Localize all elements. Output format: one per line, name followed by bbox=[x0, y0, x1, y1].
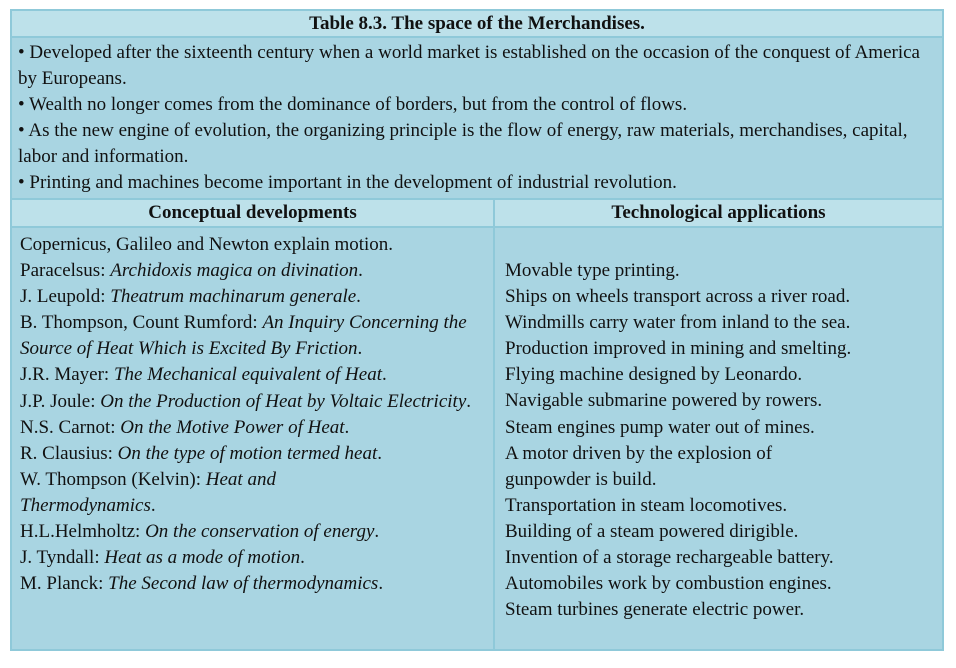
technological-item: Navigable submarine powered by rowers. bbox=[505, 390, 823, 412]
table-title: Table 8.3. The space of the Merchandises… bbox=[12, 11, 942, 38]
conceptual-end: . bbox=[374, 521, 380, 543]
conceptual-work: An Inquiry Concerning the Source of Heat… bbox=[20, 312, 467, 360]
technological-item: Automobiles work by combustion engines. bbox=[505, 573, 832, 595]
conceptual-item: J.P. Joule: On the Production of Heat by… bbox=[20, 389, 480, 415]
conceptual-work: On the type of motion termed heat bbox=[117, 442, 378, 464]
conceptual-author: H.L.Helmholtz: bbox=[20, 521, 146, 543]
conceptual-end: . bbox=[381, 364, 387, 386]
conceptual-end: . bbox=[378, 573, 384, 595]
header-technological: Technological applications bbox=[611, 202, 826, 223]
conceptual-work: Theatrum machinarum generale bbox=[110, 286, 357, 308]
technological-item: Movable type printing. bbox=[505, 260, 680, 281]
conceptual-item: H.L.Helmholtz: On the conservation of en… bbox=[20, 519, 493, 545]
technological-item: Steam engines pump water out of mines. bbox=[505, 416, 815, 438]
conceptual-end: . bbox=[357, 338, 363, 360]
intro-section: • Developed after the sixteenth century … bbox=[12, 38, 942, 200]
intro-bullet: • Wealth no longer comes from the domina… bbox=[18, 94, 688, 115]
conceptual-work: The Mechanical equivalent of Heat bbox=[113, 364, 382, 386]
conceptual-author: J. Tyndall: bbox=[20, 547, 105, 569]
technological-item: Ships on wheels transport across a river… bbox=[505, 286, 851, 308]
conceptual-author: J. Leupold: bbox=[20, 286, 111, 308]
conceptual-author: M. Planck: bbox=[20, 573, 109, 595]
conceptual-item: R. Clausius: On the type of motion terme… bbox=[20, 441, 493, 467]
conceptual-work: Archidoxis magica on divination bbox=[110, 260, 359, 282]
conceptual-item: N.S. Carnot: On the Motive Power of Heat… bbox=[20, 415, 493, 441]
conceptual-item: M. Planck: The Second law of thermodynam… bbox=[20, 571, 493, 597]
intro-bullet: • As the new engine of evolution, the or… bbox=[18, 120, 908, 167]
conceptual-end: . bbox=[358, 260, 363, 282]
technological-item: A motor driven by the explosion of gunpo… bbox=[505, 442, 773, 490]
conceptual-work: The Second law of thermodynamics bbox=[108, 573, 379, 595]
conceptual-work: Heat and Thermodynamics bbox=[20, 468, 276, 516]
conceptual-end: . bbox=[356, 286, 361, 308]
conceptual-item: Paracelsus: Archidoxis magica on divinat… bbox=[20, 258, 493, 284]
technological-item: Windmills carry water from inland to the… bbox=[505, 312, 851, 334]
conceptual-end: . bbox=[150, 494, 156, 516]
technological-column: Movable type printing. Ships on wheels t… bbox=[495, 228, 942, 649]
merchandise-table: Table 8.3. The space of the Merchandises… bbox=[10, 9, 944, 651]
conceptual-end: . bbox=[300, 547, 305, 569]
conceptual-item: Copernicus, Galileo and Newton explain m… bbox=[20, 232, 493, 258]
conceptual-work: On the Motive Power of Heat bbox=[120, 416, 345, 438]
conceptual-author: N.S. Carnot: bbox=[20, 416, 121, 438]
conceptual-end: . bbox=[377, 442, 383, 464]
intro-bullet: • Printing and machines become important… bbox=[18, 172, 677, 193]
technological-item: Production improved in mining and smelti… bbox=[505, 338, 852, 360]
conceptual-item: W. Thompson (Kelvin): Heat and Thermodyn… bbox=[20, 467, 360, 519]
conceptual-item: J. Tyndall: Heat as a mode of motion. bbox=[20, 545, 493, 571]
conceptual-item: J. Leupold: Theatrum machinarum generale… bbox=[20, 284, 493, 310]
conceptual-work: Heat as a mode of motion bbox=[104, 547, 301, 569]
technological-item: Invention of a storage rechargeable batt… bbox=[505, 547, 834, 569]
conceptual-end: . bbox=[466, 390, 472, 412]
conceptual-work: On the conservation of energy bbox=[145, 521, 375, 543]
technological-item: Flying machine designed by Leonardo. bbox=[505, 364, 803, 386]
conceptual-author: J.P. Joule: bbox=[20, 390, 101, 412]
conceptual-author: J.R. Mayer: bbox=[20, 364, 114, 386]
conceptual-work: On the Production of Heat by Voltaic Ele… bbox=[100, 390, 467, 412]
conceptual-author: R. Clausius: bbox=[20, 442, 118, 464]
conceptual-author: B. Thompson, Count Rumford: bbox=[20, 312, 263, 334]
conceptual-item: J.R. Mayer: The Mechanical equivalent of… bbox=[20, 362, 493, 388]
conceptual-item: B. Thompson, Count Rumford: An Inquiry C… bbox=[20, 310, 475, 362]
conceptual-author: Paracelsus: bbox=[20, 260, 111, 282]
conceptual-end: . bbox=[344, 416, 350, 438]
conceptual-column: Copernicus, Galileo and Newton explain m… bbox=[12, 228, 495, 649]
conceptual-author: Copernicus, Galileo and Newton explain m… bbox=[20, 234, 394, 255]
header-conceptual: Conceptual developments bbox=[12, 200, 495, 226]
technological-item: Transportation in steam locomotives. bbox=[505, 494, 788, 516]
column-headers: Conceptual developments Technological ap… bbox=[12, 200, 942, 228]
conceptual-author: W. Thompson (Kelvin): bbox=[20, 468, 206, 490]
table-body: Copernicus, Galileo and Newton explain m… bbox=[12, 228, 942, 649]
intro-bullet: • Developed after the sixteenth century … bbox=[18, 42, 920, 89]
technological-item: Building of a steam powered dirigible. bbox=[505, 520, 799, 542]
technological-item: Steam turbines generate electric power. bbox=[505, 599, 805, 621]
